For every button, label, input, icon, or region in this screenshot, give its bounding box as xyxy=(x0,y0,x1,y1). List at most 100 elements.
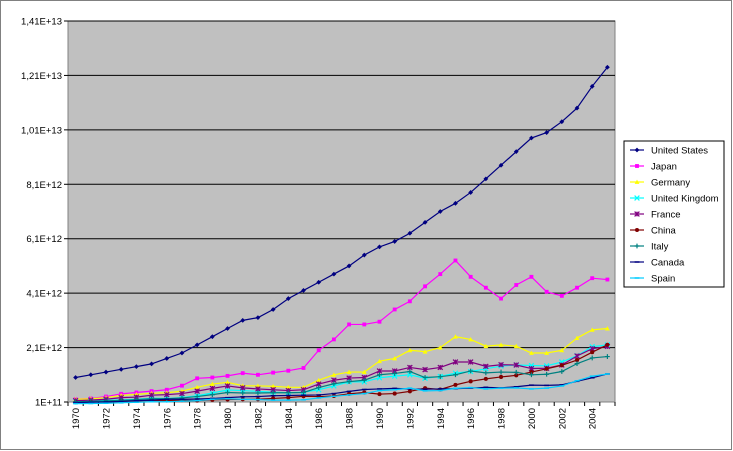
data-point xyxy=(239,385,246,391)
data-point xyxy=(163,391,170,398)
data-point xyxy=(544,289,549,294)
data-point xyxy=(468,368,474,374)
data-point xyxy=(574,353,580,359)
data-point xyxy=(255,383,261,388)
y-tick-label: 4,1E+12 xyxy=(26,289,62,300)
data-point xyxy=(285,390,291,396)
series-layer xyxy=(72,64,611,405)
data-point xyxy=(483,343,489,349)
data-point xyxy=(194,394,200,399)
legend-entry: United States xyxy=(630,146,708,157)
data-point xyxy=(347,322,352,327)
data-point xyxy=(256,372,260,377)
series-line xyxy=(75,345,608,402)
data-point xyxy=(118,366,124,372)
data-point xyxy=(392,391,397,396)
data-point xyxy=(559,369,565,374)
data-point xyxy=(513,343,519,349)
x-axis: 1970 1972 1974 1976 1978 1980 1982 1984 1986 1988… xyxy=(67,402,616,429)
y-tick-label: 1E+11 xyxy=(35,398,62,409)
data-point xyxy=(225,390,230,395)
data-point xyxy=(574,361,580,367)
data-point xyxy=(467,359,474,365)
data-point xyxy=(331,271,337,277)
data-point xyxy=(346,379,352,384)
data-point xyxy=(103,369,109,375)
data-point xyxy=(316,377,322,383)
data-point xyxy=(422,366,428,373)
data-point xyxy=(589,355,595,361)
data-point xyxy=(224,383,231,389)
data-point xyxy=(544,130,550,135)
data-point xyxy=(316,348,321,353)
x-tick-label: 1980 xyxy=(223,408,234,429)
legend-entry: China xyxy=(630,226,677,237)
data-point xyxy=(574,105,580,111)
legend-entry: United Kingdom xyxy=(630,194,719,205)
data-point xyxy=(498,162,504,168)
data-point xyxy=(499,296,503,301)
legend-entry: Japan xyxy=(630,162,677,173)
data-point xyxy=(240,371,245,376)
data-point xyxy=(483,363,489,370)
data-point xyxy=(331,337,336,342)
data-point xyxy=(589,327,595,332)
data-point xyxy=(634,147,640,153)
data-point xyxy=(270,390,276,396)
data-point xyxy=(361,377,367,383)
series-line xyxy=(75,355,608,403)
series-line xyxy=(75,344,608,403)
x-tick-label: 1982 xyxy=(253,408,264,429)
data-point xyxy=(574,358,580,363)
legend-label: United Kingdom xyxy=(651,194,719,205)
plot-area xyxy=(67,20,616,403)
series-line xyxy=(75,259,608,400)
data-point xyxy=(559,293,564,298)
data-point xyxy=(255,390,261,396)
x-tick-label: 2000 xyxy=(527,408,538,429)
y-tick-label: 6,1E+12 xyxy=(26,234,62,245)
data-point xyxy=(179,390,185,397)
data-point xyxy=(194,384,200,390)
data-point xyxy=(392,239,398,244)
data-point xyxy=(437,374,443,380)
data-point xyxy=(453,372,458,378)
x-tick-label: 2002 xyxy=(557,408,568,429)
series-canada xyxy=(73,373,610,404)
data-point xyxy=(634,243,640,249)
data-point xyxy=(362,322,367,327)
data-point xyxy=(133,364,139,370)
data-point xyxy=(377,319,382,324)
data-point xyxy=(361,369,367,374)
data-point xyxy=(240,317,246,323)
data-point xyxy=(513,362,520,368)
data-point xyxy=(301,390,306,395)
x-tick-label: 1972 xyxy=(101,408,112,429)
data-point xyxy=(529,135,534,141)
data-point xyxy=(361,252,367,258)
data-point xyxy=(194,342,200,348)
data-point xyxy=(514,283,519,287)
data-point xyxy=(483,285,488,290)
data-point xyxy=(164,387,169,392)
legend-entry: Spain xyxy=(630,274,675,285)
data-point xyxy=(225,326,230,331)
legend-label: United States xyxy=(651,146,708,157)
data-point xyxy=(331,381,337,387)
data-point xyxy=(422,349,428,354)
data-point xyxy=(468,274,473,279)
data-point xyxy=(88,372,94,378)
data-point xyxy=(164,356,170,361)
data-point xyxy=(149,361,154,367)
data-point xyxy=(529,350,534,355)
y-tick-label: 1,21E+13 xyxy=(21,71,62,82)
data-point xyxy=(634,195,640,201)
data-point xyxy=(559,119,565,125)
series-line xyxy=(75,66,608,379)
data-point xyxy=(392,371,398,376)
y-tick-label: 1,01E+13 xyxy=(21,125,62,136)
data-point xyxy=(529,274,534,279)
data-point xyxy=(544,350,550,355)
data-point xyxy=(301,366,306,370)
data-point xyxy=(316,279,322,285)
